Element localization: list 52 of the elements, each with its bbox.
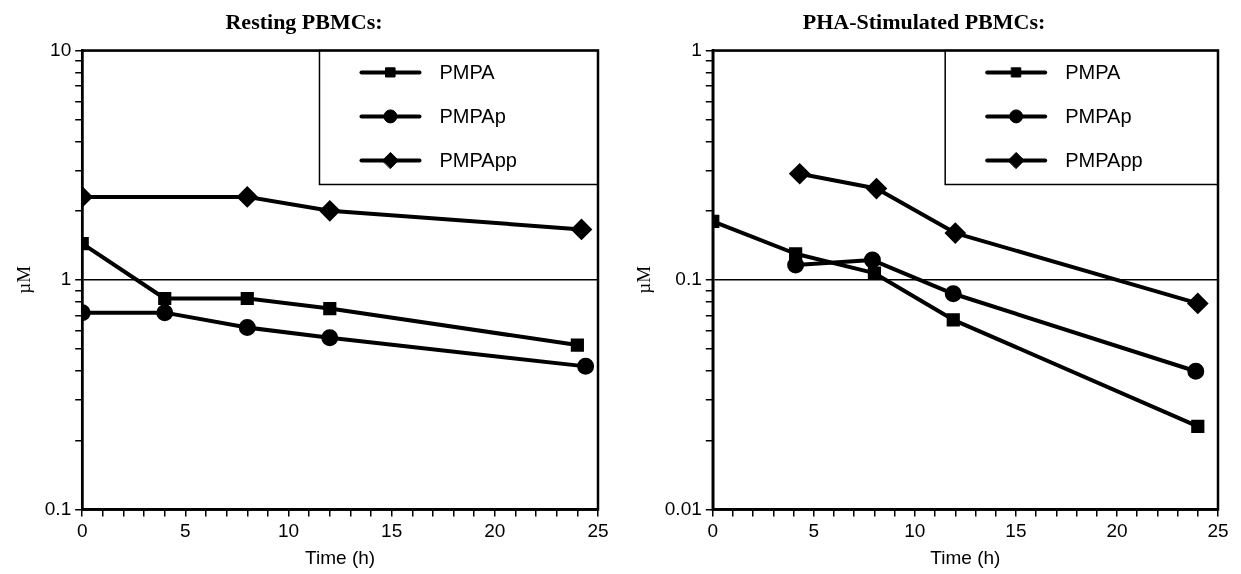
y-tick-label: 0.1 xyxy=(44,497,72,519)
x-tick-label: 0 xyxy=(707,520,719,542)
x-tick-label: 5 xyxy=(808,520,820,542)
point xyxy=(1187,293,1208,314)
legend-label: PMPA xyxy=(439,60,496,83)
legend-label: PMPApp xyxy=(439,148,517,171)
chart-title: PHA-Stimulated PBMCs: xyxy=(802,8,1046,34)
x-tick-label: 10 xyxy=(277,520,300,542)
point xyxy=(571,219,592,240)
point xyxy=(238,319,256,337)
point xyxy=(863,251,881,269)
point xyxy=(570,338,584,352)
x-tick-label: 15 xyxy=(1005,520,1027,542)
x-tick-label: 20 xyxy=(484,520,506,542)
y-tick-label: 0.1 xyxy=(675,268,702,290)
point xyxy=(237,186,258,207)
point xyxy=(945,223,966,244)
point xyxy=(319,200,340,221)
point xyxy=(866,178,887,199)
point xyxy=(946,313,960,327)
y-axis-title: µM xyxy=(13,265,35,294)
y-tick-label: 10 xyxy=(50,38,72,60)
legend-label: PMPA xyxy=(1065,60,1122,83)
x-tick-label: 25 xyxy=(1207,520,1229,542)
x-tick-label: 15 xyxy=(381,520,403,542)
x-tick-label: 25 xyxy=(587,520,609,542)
y-tick-label: 1 xyxy=(691,38,702,60)
x-tick-label: 20 xyxy=(1106,520,1128,542)
x-axis-title: Time (h) xyxy=(930,546,1001,568)
point xyxy=(789,247,803,261)
legend-label: PMPAp xyxy=(439,104,506,127)
x-axis-title: Time (h) xyxy=(305,546,376,568)
point xyxy=(1187,362,1205,380)
point xyxy=(789,163,810,184)
point xyxy=(1191,419,1205,433)
chart-title: Resting PBMCs: xyxy=(225,8,383,34)
point xyxy=(240,291,254,306)
point xyxy=(944,285,962,303)
x-tick-label: 5 xyxy=(180,520,191,542)
y-tick-label: 1 xyxy=(60,268,72,290)
point xyxy=(323,301,337,316)
y-tick-label: 0.01 xyxy=(664,497,702,519)
point xyxy=(158,291,172,306)
x-tick-label: 10 xyxy=(904,520,926,542)
point xyxy=(867,266,882,280)
legend-label: PMPApp xyxy=(1065,148,1143,171)
y-axis-title: µM xyxy=(633,265,655,294)
point xyxy=(321,329,339,347)
point xyxy=(156,304,174,322)
legend-label: PMPAp xyxy=(1065,104,1132,127)
point xyxy=(577,357,595,375)
x-tick-label: 0 xyxy=(76,520,88,542)
